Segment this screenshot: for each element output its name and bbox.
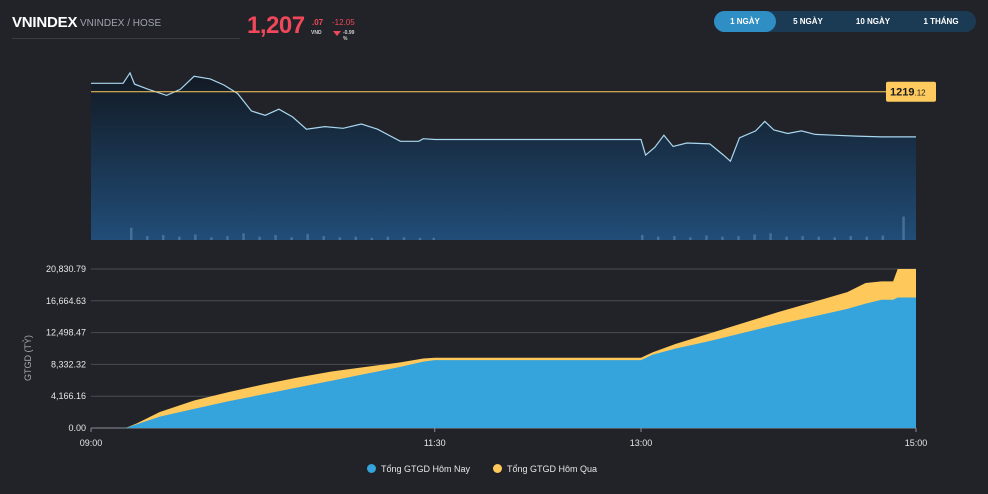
volume-bar [902, 216, 905, 240]
period-tabs: 1 NGÀY 5 NGÀY 10 NGÀY 1 THÁNG [714, 11, 976, 32]
volume-bar [689, 237, 692, 240]
volume-bar [402, 237, 406, 240]
legend-item-yesterday[interactable]: Tổng GTGD Hôm Qua [493, 462, 597, 476]
legend-dot-yesterday [493, 464, 502, 473]
series-area-today [91, 297, 916, 428]
y-tick-label: 0.00 [68, 423, 86, 433]
reference-label: 1219.12 [890, 87, 926, 99]
title-block: VNINDEX VNINDEX / HOSE [12, 10, 240, 39]
volume-bar [641, 235, 644, 240]
volume-bar [258, 236, 261, 240]
ticker-symbol: VNINDEX [12, 14, 78, 31]
volume-bar [849, 236, 852, 240]
exchange-label: VNINDEX / HOSE [80, 18, 162, 29]
volume-bar [370, 237, 374, 240]
reference-badge [886, 81, 936, 102]
legend-dot-today [367, 464, 376, 473]
price-decimal: .07 [312, 18, 324, 27]
volume-bar [338, 237, 341, 240]
volume-bar [817, 236, 820, 240]
volume-bar [721, 236, 724, 240]
volume-bar [162, 235, 165, 240]
volume-bar [418, 237, 422, 240]
tab-1-day[interactable]: 1 NGÀY [714, 11, 776, 32]
volume-bar [432, 237, 435, 240]
x-tick-label: 13:00 [630, 438, 653, 448]
down-arrow-icon [333, 31, 341, 36]
header: VNINDEX VNINDEX / HOSE 1,207 .07 VND -12… [12, 10, 976, 44]
price-chart: 1219.12 [91, 71, 936, 241]
legend: Tổng GTGD Hôm Nay Tổng GTGD Hôm Qua [0, 462, 988, 478]
volume-bar [226, 236, 229, 240]
tab-5-days[interactable]: 5 NGÀY [793, 17, 823, 26]
legend-label-today: Tổng GTGD Hôm Nay [381, 464, 471, 474]
volume-bar [769, 233, 772, 240]
y-tick-label: 12,498.47 [46, 328, 86, 338]
y-tick-label: 8,332.32 [51, 359, 86, 369]
price-integer: 1,207 [247, 12, 305, 39]
volume-bar [881, 235, 885, 240]
price-line [91, 71, 916, 163]
volume-bar [178, 236, 181, 240]
volume-bar [657, 236, 660, 240]
legend-item-today[interactable]: Tổng GTGD Hôm Nay [367, 462, 470, 476]
volume-bar [785, 236, 788, 240]
y-axis-label: GTGD (TỶ) [22, 335, 33, 381]
y-tick-label: 16,664.63 [46, 296, 86, 306]
x-tick-label: 11:30 [424, 438, 446, 448]
y-tick-label: 4,166.16 [51, 391, 86, 401]
y-tick-label: 20,830.79 [46, 264, 86, 274]
volume-bar [354, 236, 357, 240]
volume-bar [274, 235, 277, 240]
reference-label-int: 1219 [890, 87, 914, 99]
volume-bar [673, 236, 676, 240]
x-tick-label: 09:00 [80, 438, 103, 448]
x-tick-label: 15:00 [905, 438, 928, 448]
volume-bar [386, 236, 390, 240]
price-area-fill [91, 72, 916, 241]
price-unit: VND [311, 30, 322, 36]
price-change: -12.05 [332, 18, 355, 27]
legend-label-yesterday: Tổng GTGD Hôm Qua [507, 464, 598, 474]
volume-bar [753, 234, 756, 240]
volume-bar [146, 236, 149, 240]
volume-bar [865, 236, 869, 240]
tab-10-days[interactable]: 10 NGÀY [855, 17, 891, 26]
volume-bar [833, 237, 836, 240]
volume-bar [322, 236, 325, 240]
tab-1-month[interactable]: 1 THÁNG [923, 17, 959, 26]
volume-bar [306, 233, 309, 240]
volume-bar [194, 234, 197, 240]
volume-bar [210, 237, 213, 240]
price-change-percent: -0.99 % [343, 30, 355, 42]
volume-bar [130, 227, 133, 240]
reference-label-dec: .12 [914, 89, 926, 98]
volume-bar [290, 237, 293, 240]
volume-bar [242, 233, 245, 240]
volume-value-chart: 0.00 4,166.16 8,332.32 12,498.47 16,664.63 20… [22, 264, 927, 448]
volume-bar [737, 236, 740, 240]
volume-bar [705, 235, 708, 240]
volume-bar [801, 236, 804, 240]
